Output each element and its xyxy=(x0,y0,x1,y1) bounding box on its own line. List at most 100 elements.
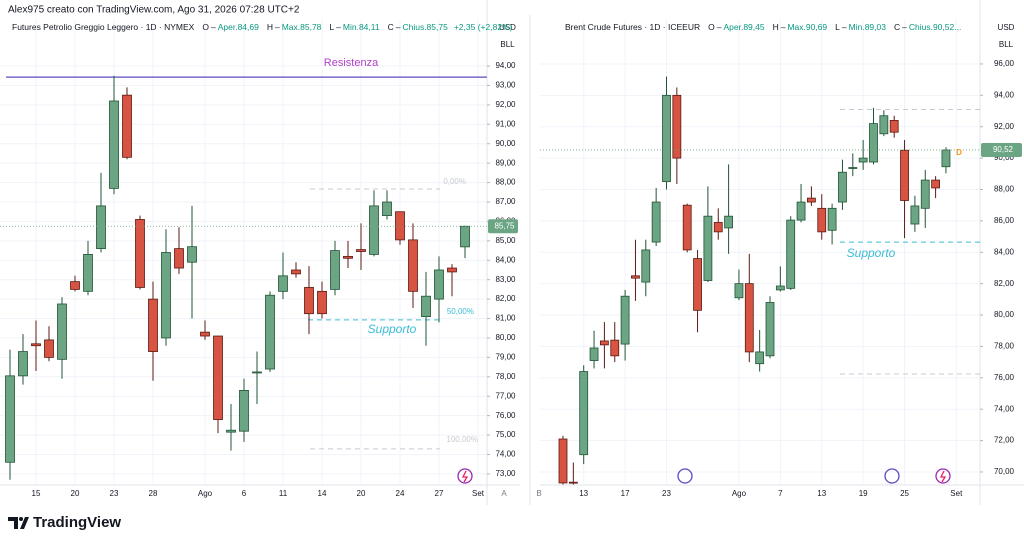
pane-label: A xyxy=(501,489,507,498)
last-price-label: 85,75 xyxy=(494,221,515,230)
chart-pane: 73,00 74,00 75,00 76,00 77,00 78,00 79,00 80,00… xyxy=(0,0,520,505)
candle-body xyxy=(200,331,210,337)
legend-value: Chius.90,52... xyxy=(909,22,961,32)
y-tick-label: 93,00 xyxy=(495,81,516,90)
pane-label: B xyxy=(536,489,541,498)
candle-body xyxy=(889,120,899,133)
candle-body xyxy=(395,211,405,241)
logo-text: TradingView xyxy=(33,514,121,531)
y-tick-label: 72,00 xyxy=(994,436,1015,445)
x-tick-label: 28 xyxy=(149,489,158,498)
legend-sep: – xyxy=(336,22,341,32)
y-tick-label: 94,00 xyxy=(495,61,516,70)
legend-key: O xyxy=(708,22,715,32)
chart-pane: 70,00 72,00 74,00 76,00 78,00 80,00 82,00 84,00… xyxy=(540,0,1024,505)
x-tick-label: 27 xyxy=(435,489,444,498)
legend-sep: – xyxy=(275,22,280,32)
y-tick-label: 85,00 xyxy=(495,236,516,245)
candle-body xyxy=(755,351,765,365)
candle-body xyxy=(135,219,145,288)
annotation-label: Supporto xyxy=(847,246,896,260)
candle-body xyxy=(291,269,301,275)
x-tick-label: 20 xyxy=(71,489,80,498)
y-tick-label: 86,00 xyxy=(994,216,1015,225)
y-tick-label: 79,00 xyxy=(495,352,516,361)
candle-body xyxy=(786,219,796,289)
y-tick-label: 90,00 xyxy=(994,153,1015,162)
candle-body xyxy=(682,204,692,251)
candle-body xyxy=(369,205,379,255)
candle-body xyxy=(931,179,940,189)
candle-body xyxy=(434,269,444,300)
last-price-tag xyxy=(981,142,1022,157)
legend-key: O xyxy=(202,22,209,32)
event-icon[interactable] xyxy=(677,468,693,484)
x-tick-label: 24 xyxy=(396,489,405,498)
candle-body xyxy=(122,94,132,158)
event-icon[interactable] xyxy=(935,468,951,484)
candle-body xyxy=(278,275,288,292)
y-tick-label: 78,00 xyxy=(495,372,516,381)
candle-body xyxy=(920,179,930,209)
candle-body xyxy=(213,335,223,420)
x-tick-label: 14 xyxy=(318,489,327,498)
candle-body xyxy=(817,207,827,233)
y-tick-label: 96,00 xyxy=(994,59,1015,68)
candle-body xyxy=(838,171,847,203)
candle-body xyxy=(57,303,67,360)
y-tick-label: 90,00 xyxy=(495,139,516,148)
candle-body xyxy=(460,225,470,248)
x-tick-label: Ago xyxy=(198,489,213,498)
candle-body xyxy=(941,149,951,168)
candle-body xyxy=(187,246,197,263)
candle-body xyxy=(382,201,392,216)
logo-mark xyxy=(8,517,29,529)
legend-title: Futures Petrolio Greggio Leggero · 1D · … xyxy=(12,22,195,32)
candle-body xyxy=(900,149,909,201)
axis-unit: USD xyxy=(998,23,1015,32)
x-tick-label: 15 xyxy=(32,489,41,498)
legend-value: Max.85,78 xyxy=(282,22,322,32)
x-tick-label: 25 xyxy=(900,489,909,498)
candle-body xyxy=(343,255,353,259)
logo-dot xyxy=(19,517,23,521)
candle-body xyxy=(620,295,630,345)
candle-body xyxy=(44,339,54,358)
x-tick-label: 23 xyxy=(110,489,119,498)
y-tick-label: 76,00 xyxy=(495,411,516,420)
candle-body xyxy=(31,343,41,347)
legend: Futures Petrolio Greggio Leggero · 1D · … xyxy=(12,22,513,32)
legend-value: Min.89,03 xyxy=(849,22,887,32)
candle-body xyxy=(304,287,314,315)
candle-body xyxy=(421,295,431,317)
axis-unit: USD xyxy=(499,23,516,32)
candle-body xyxy=(109,100,119,189)
event-icon-glyph xyxy=(461,470,469,483)
candle-body xyxy=(610,339,620,357)
candle-body xyxy=(775,285,785,291)
candle-body xyxy=(693,258,702,311)
legend: Brent Crude Futures · 1D · ICEEUR O – Aper.… xyxy=(565,22,961,32)
y-tick-label: 84,00 xyxy=(495,255,516,264)
candle-body xyxy=(568,481,578,484)
y-tick-label: 89,00 xyxy=(495,158,516,167)
candle-body xyxy=(734,283,744,299)
x-tick-label: 23 xyxy=(662,489,671,498)
x-tick-label: 13 xyxy=(817,489,826,498)
event-icon[interactable] xyxy=(884,468,900,484)
candle-body xyxy=(765,302,775,357)
x-tick-label: Set xyxy=(472,489,485,498)
y-tick-label: 94,00 xyxy=(994,90,1015,99)
y-tick-label: 75,00 xyxy=(495,430,516,439)
event-icon[interactable] xyxy=(457,468,473,484)
y-tick-label: 92,00 xyxy=(495,100,516,109)
y-tick-label: 80,00 xyxy=(994,310,1015,319)
legend-sep: – xyxy=(717,22,722,32)
candle-body xyxy=(879,115,889,135)
legend-sep: – xyxy=(781,22,786,32)
candle-body xyxy=(744,283,754,353)
event-icon-glyph xyxy=(939,470,947,483)
legend-change: +2,35 (+2,82%) xyxy=(454,22,513,32)
candle-body xyxy=(252,371,262,374)
annotation-label: 50,00% xyxy=(447,307,474,316)
